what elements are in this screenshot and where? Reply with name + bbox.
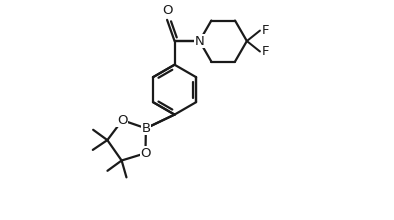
- Text: B: B: [141, 122, 151, 135]
- Text: O: O: [162, 4, 172, 17]
- Text: F: F: [262, 24, 269, 37]
- Text: B: B: [141, 122, 151, 135]
- Text: O: O: [117, 114, 128, 127]
- Text: F: F: [262, 45, 269, 58]
- Text: N: N: [195, 35, 204, 48]
- Text: O: O: [140, 147, 151, 160]
- Text: N: N: [195, 35, 204, 48]
